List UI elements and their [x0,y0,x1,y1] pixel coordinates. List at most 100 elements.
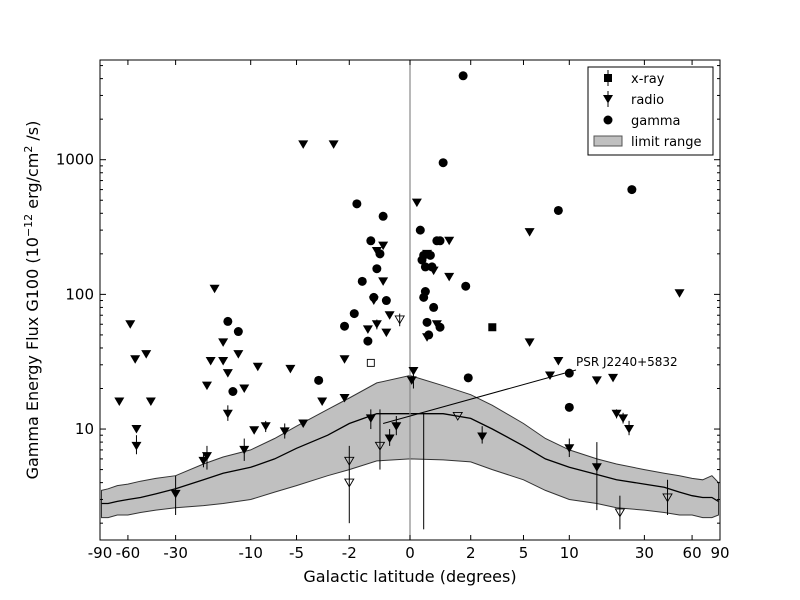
annotation-arrow [382,369,577,424]
point-gamma [366,236,376,246]
point-gamma [228,387,238,397]
point-radio [239,384,250,394]
point-gamma [381,296,391,306]
point-radio-limit [662,493,673,503]
point-gamma [422,317,432,327]
legend-entry-xray: x-ray [604,70,665,87]
point-radio [408,366,419,376]
point-radio [428,266,439,276]
point-gamma [429,302,439,312]
annotation: PSR J2240+5832 [382,355,678,424]
point-radio [362,325,373,334]
legend-marker-gamma [603,115,613,125]
x-tick-label: 60 [683,544,702,562]
point-radio [444,236,455,246]
x-tick-label: -30 [163,544,188,562]
point-radio [544,371,555,380]
point-radio-limit [343,478,355,488]
point-x-ray [488,323,497,332]
y-tick-label: 10 [75,420,94,438]
point-radio [209,284,220,294]
point-radio [591,463,602,472]
point-radio [218,338,229,347]
point-radio [422,333,433,342]
point-radio [249,426,260,435]
point-radio [431,320,442,329]
point-radio [368,296,379,306]
point-radio [422,249,433,259]
x-tick-label: 90 [710,544,729,562]
point-radio [411,198,422,208]
point-radio [618,414,629,423]
legend: x-ray radio gamma limit range [587,66,714,156]
point-radio [317,397,328,407]
point-radio [477,432,488,442]
y-tick-label: 1000 [56,151,94,169]
y-axis-label-unit: erg/cm [23,153,42,214]
y-tick-label: 100 [65,285,94,303]
point-radio [608,373,619,383]
point-radio [371,320,382,329]
point-radio [384,311,395,320]
legend-entry-gamma: gamma [603,114,681,129]
point-gamma [420,262,430,272]
point-radio [198,456,209,466]
point-radio [260,422,271,431]
point-gamma [233,327,243,337]
x-tick-label: -5 [289,544,304,562]
point-gamma [314,375,324,385]
point-radio [444,272,455,282]
point-gamma [438,158,448,168]
point-gamma [372,264,382,274]
point-radio [524,228,535,237]
point-radio [141,350,152,359]
point-radio [130,355,141,364]
legend-label-gamma: gamma [631,114,681,129]
point-gamma [553,205,563,215]
point-radio [279,427,290,436]
y-axis-label-exp: −12 [22,214,35,237]
point-gamma [458,71,468,81]
point-gamma [223,316,233,326]
point-radio [406,376,417,385]
legend-label-xray: x-ray [631,72,665,87]
y-axis-label-exp2: 2 [22,146,35,153]
point-radio-limit [343,456,355,466]
point-radio [553,357,564,366]
point-gamma [463,373,473,383]
point-radio-limit [614,508,626,518]
point-radio [125,320,136,329]
x-axis-label: Galactic latitude (degrees) [303,567,516,586]
point-radio [145,397,156,407]
point-radio [131,441,142,451]
x-tick-label: 0 [405,544,415,562]
point-gamma [363,336,373,346]
point-radio [222,369,233,378]
point-radio [391,422,402,431]
point-gamma [349,309,359,319]
point-radio [170,489,181,499]
point-gamma [340,321,350,331]
point-radio [218,357,229,366]
y-axis-label-main: Gamma Energy Flux G100 (10 [23,237,42,479]
point-gamma [415,225,425,235]
point-gamma [461,281,471,291]
point-radio [222,409,233,419]
x-tick-label: 5 [519,544,529,562]
point-radio [233,350,244,359]
point-radio [378,241,389,251]
point-radio [298,419,309,428]
point-radio [384,434,395,444]
axis-ticks: -90 -60 -30 -10 -5 -2 0 2 5 10 30 60 90 10 100 1000 [56,60,730,562]
point-radio [674,289,685,298]
point-radio [591,376,602,385]
x-tick-label: -60 [116,544,141,562]
point-gamma [564,402,574,412]
annotation-label: PSR J2240+5832 [576,355,678,369]
x-tick-label: -2 [342,544,357,562]
point-radio [201,452,212,461]
point-radio [624,425,635,434]
point-radio [201,381,212,391]
point-gamma [419,292,429,302]
legend-marker-limit-range [593,135,623,147]
